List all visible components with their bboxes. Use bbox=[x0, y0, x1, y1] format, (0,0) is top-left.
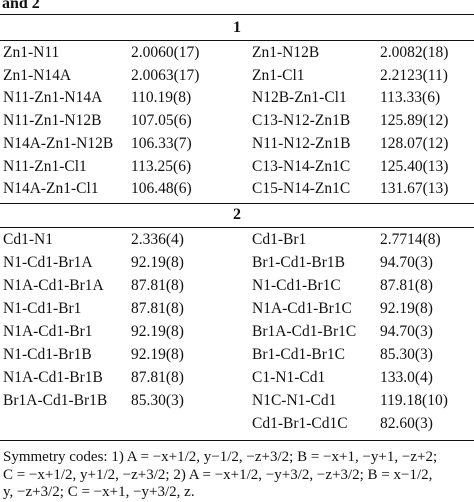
bond-value-left: 87.81(8) bbox=[131, 369, 184, 386]
bond-value-right: 133.0(4) bbox=[380, 369, 433, 386]
bond-label-left: Zn1-N14A bbox=[3, 66, 72, 84]
table-row: N14A-Zn1-Cl1 106.48(6) C15-N14-Zn1C 131.67(… bbox=[0, 178, 474, 200]
bond-label-right: Cd1-Br1 bbox=[252, 231, 307, 248]
bond-value-right: 113.33(6) bbox=[380, 89, 441, 107]
table-row: Br1A-Cd1-Br1B 85.30(3) N1C-N1-Cd1 119.18(10… bbox=[0, 390, 474, 412]
bond-value-right: 131.67(13) bbox=[380, 180, 449, 198]
table-row: Zn1-N14A 2.0063(17) Zn1-Cl1 2.2123(11) bbox=[0, 65, 474, 87]
section-2-rule bbox=[0, 227, 474, 228]
bond-label-right: Br1-Cd1-Br1B bbox=[252, 254, 345, 271]
bond-value-right: 87.81(8) bbox=[380, 277, 433, 294]
bond-value-left: 92.19(8) bbox=[131, 346, 184, 363]
bond-label-left: N1A-Cd1-Br1 bbox=[3, 323, 93, 340]
bond-value-left: 87.81(8) bbox=[131, 300, 184, 317]
bond-value-left: 107.05(6) bbox=[131, 112, 192, 130]
table-row: N11-Zn1-N14A 110.19(8) N12B-Zn1-Cl1 113.33(… bbox=[0, 87, 474, 109]
bond-value-left: 85.30(3) bbox=[131, 392, 184, 409]
footnote-line-2: C = −x+1/2, y+1/2, −z+3/2; 2) A = −x+1/2… bbox=[3, 466, 433, 483]
bond-label-right: N1-Cd1-Br1C bbox=[252, 277, 341, 294]
section-2-top-rule bbox=[0, 203, 474, 204]
bond-value-left: 87.81(8) bbox=[131, 277, 184, 294]
bond-value-left: 2.0060(17) bbox=[131, 44, 200, 61]
bond-label-right: C13-N12-Zn1B bbox=[252, 112, 351, 130]
bond-value-right: 85.30(3) bbox=[380, 346, 433, 363]
bond-label-right: Cd1-Br1-Cd1C bbox=[252, 415, 348, 432]
top-rule bbox=[0, 14, 474, 15]
bond-label-right: C1-N1-Cd1 bbox=[252, 369, 326, 386]
bond-value-left: 110.19(8) bbox=[131, 89, 192, 107]
bond-label-left: N1-Cd1-Br1B bbox=[3, 346, 92, 363]
section-label-1: 1 bbox=[233, 19, 241, 36]
bond-value-left: 106.33(7) bbox=[131, 134, 192, 152]
table-row: N1-Cd1-Br1 87.81(8) N1A-Cd1-Br1C 92.19(8) bbox=[0, 298, 474, 320]
table-row: N11-Zn1-N12B 107.05(6) C13-N12-Zn1B 125.89(… bbox=[0, 110, 474, 132]
table-caption: and 2 bbox=[2, 0, 40, 12]
section-1-rule bbox=[0, 40, 474, 41]
bond-value-left: 92.19(8) bbox=[131, 323, 184, 340]
table-row: N14A-Zn1-N12B 106.33(7) N11-N12-Zn1B 128.07… bbox=[0, 133, 474, 155]
bond-label-left: Br1A-Cd1-Br1B bbox=[3, 392, 108, 409]
bond-value-right: 125.40(13) bbox=[380, 157, 449, 175]
table-row: N1-Cd1-Br1A 92.19(8) Br1-Cd1-Br1B 94.70(3) bbox=[0, 252, 474, 274]
table-row: N1-Cd1-Br1B 92.19(8) Br1-Cd1-Br1C 85.30(3) bbox=[0, 344, 474, 366]
bond-value-right: 94.70(3) bbox=[380, 254, 433, 271]
section-label-2: 2 bbox=[233, 206, 241, 223]
symmetry-footnote: Symmetry codes: 1) A = −x+1/2, y−1/2, −z… bbox=[3, 449, 473, 502]
bond-label-left: N11-Zn1-N14A bbox=[3, 89, 103, 107]
table-row: N1A-Cd1-Br1A 87.81(8) N1-Cd1-Br1C 87.81(8) bbox=[0, 275, 474, 297]
bond-label-left: N1-Cd1-Br1A bbox=[3, 254, 93, 271]
bond-label-left: N11-Zn1-Cl1 bbox=[3, 157, 87, 175]
bond-value-right: 119.18(10) bbox=[380, 392, 448, 409]
bond-label-right: N1A-Cd1-Br1C bbox=[252, 300, 352, 317]
bond-label-left: Zn1-N11 bbox=[3, 44, 60, 61]
bond-label-left: N1A-Cd1-Br1B bbox=[3, 369, 103, 386]
bond-label-right: C13-N14-Zn1C bbox=[252, 157, 351, 175]
bond-label-right: C15-N14-Zn1C bbox=[252, 180, 351, 198]
bond-label-right: Br1A-Cd1-Br1C bbox=[252, 323, 357, 340]
footnote-line-1: Symmetry codes: 1) A = −x+1/2, y−1/2, −z… bbox=[3, 449, 438, 465]
bond-value-left: 106.48(6) bbox=[131, 180, 192, 198]
bond-value-left: 2.336(4) bbox=[131, 231, 184, 248]
bond-label-left: N14A-Zn1-Cl1 bbox=[3, 180, 99, 198]
bond-value-right: 94.70(3) bbox=[380, 323, 433, 340]
bond-value-right: 82.60(3) bbox=[380, 415, 433, 432]
bond-value-left: 2.0063(17) bbox=[131, 66, 200, 84]
bond-label-right: Zn1-N12B bbox=[252, 44, 320, 61]
bond-label-left: N14A-Zn1-N12B bbox=[3, 134, 114, 152]
table-row: N1A-Cd1-Br1B 87.81(8) C1-N1-Cd1 133.0(4) bbox=[0, 367, 474, 389]
table-row: Cd1-Br1-Cd1C 82.60(3) bbox=[0, 413, 474, 435]
bond-value-left: 113.25(6) bbox=[131, 157, 192, 175]
bond-value-right: 128.07(12) bbox=[380, 134, 449, 152]
bond-value-right: 125.89(12) bbox=[380, 112, 449, 130]
bond-label-right: N11-N12-Zn1B bbox=[252, 134, 351, 152]
bond-value-right: 92.19(8) bbox=[380, 300, 433, 317]
bond-label-right: N1C-N1-Cd1 bbox=[252, 392, 337, 409]
table-row: N1A-Cd1-Br1 92.19(8) Br1A-Cd1-Br1C 94.70(3) bbox=[0, 321, 474, 343]
bond-label-left: Cd1-N1 bbox=[3, 231, 53, 248]
bond-label-right: N12B-Zn1-Cl1 bbox=[252, 89, 347, 107]
bond-label-left: N1-Cd1-Br1 bbox=[3, 300, 82, 317]
table-row: N11-Zn1-Cl1 113.25(6) C13-N14-Zn1C 125.40(1… bbox=[0, 156, 474, 178]
bond-label-right: Zn1-Cl1 bbox=[252, 66, 305, 84]
footnote-line-3: y, −z+3/2; C = −x+1, −y+3/2, z. bbox=[3, 484, 195, 500]
bond-label-right: Br1-Cd1-Br1C bbox=[252, 346, 345, 363]
bond-value-right: 2.7714(8) bbox=[380, 231, 441, 248]
bottom-rule bbox=[0, 440, 474, 441]
bond-value-right: 2.0082(18) bbox=[380, 44, 449, 61]
bond-value-left: 92.19(8) bbox=[131, 254, 184, 271]
table-row: Zn1-N11 2.0060(17) Zn1-N12B 2.0082(18) bbox=[0, 42, 474, 64]
bond-label-left: N11-Zn1-N12B bbox=[3, 112, 102, 130]
table-row: Cd1-N1 2.336(4) Cd1-Br1 2.7714(8) bbox=[0, 229, 474, 251]
bond-value-right: 2.2123(11) bbox=[380, 66, 448, 84]
bond-label-left: N1A-Cd1-Br1A bbox=[3, 277, 104, 294]
